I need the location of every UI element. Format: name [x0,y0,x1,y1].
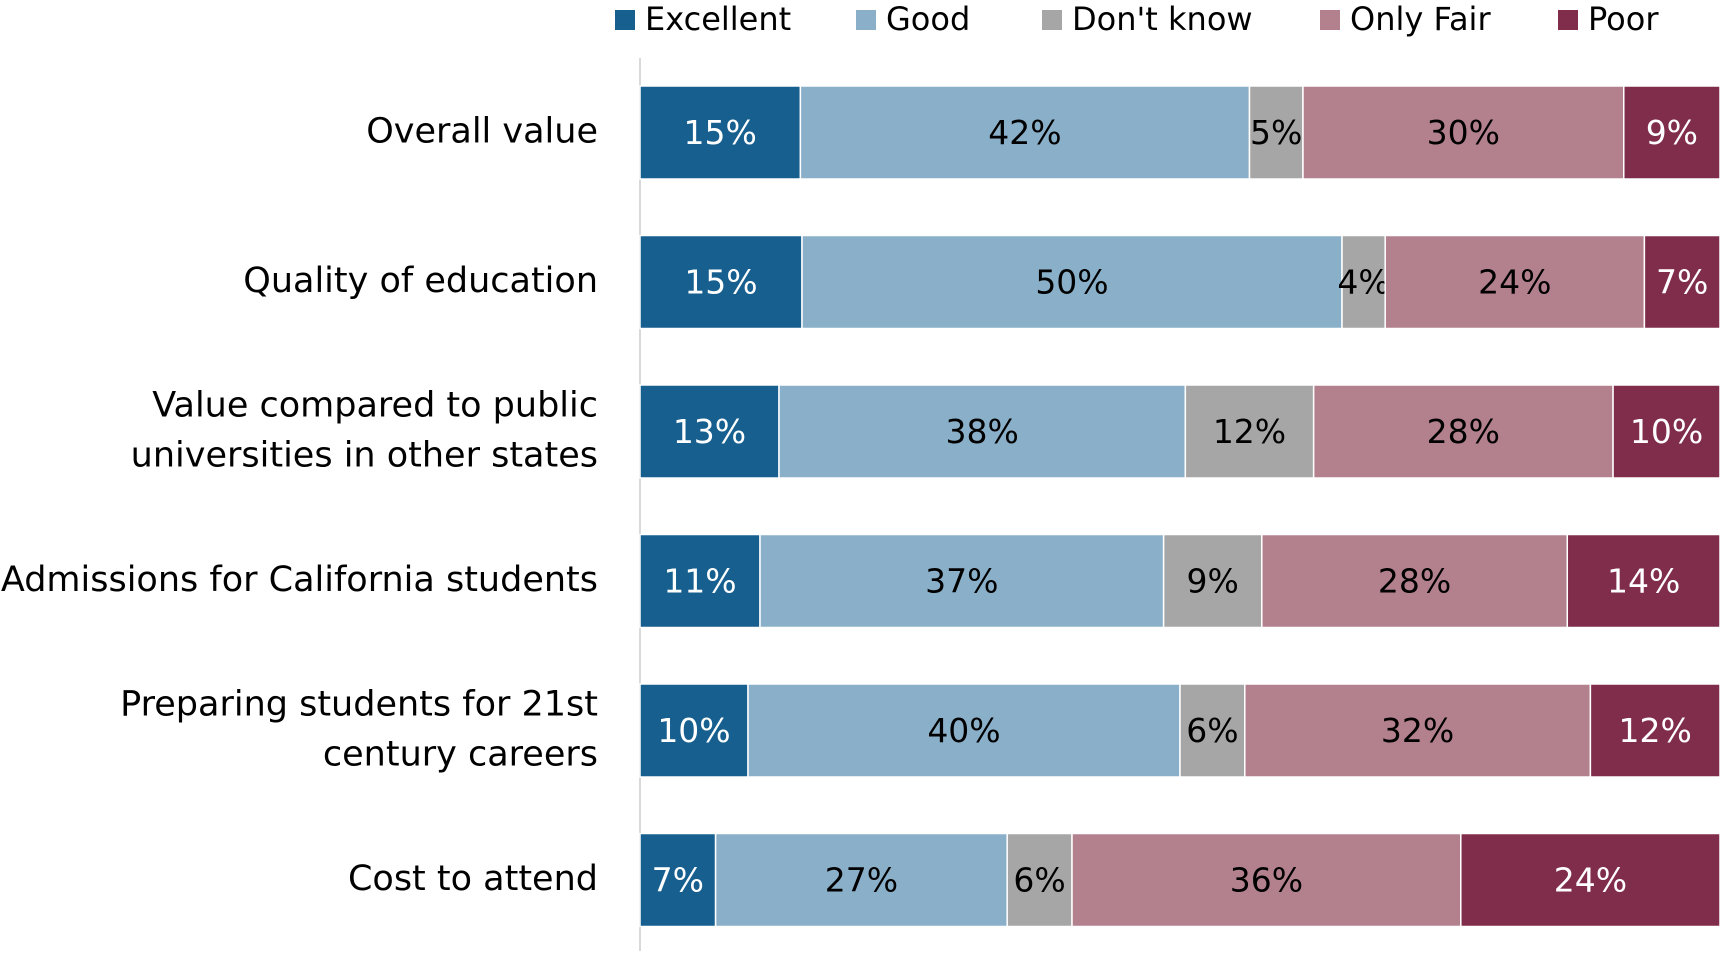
value-label: 32% [1381,711,1454,750]
value-label: 10% [657,711,730,750]
bar-segment [1312,384,1614,479]
value-label: 6% [1013,861,1065,900]
bar-segment [639,533,761,629]
bar-segment [714,832,1008,928]
value-label: 50% [1035,263,1108,302]
value-label: 4% [1337,263,1389,302]
value-label: 11% [663,562,736,601]
bar-segment [1589,683,1721,778]
value-label: 9% [1187,562,1239,601]
value-label: 5% [1250,113,1302,152]
bar-segment [1248,85,1304,180]
value-label: 9% [1646,113,1698,152]
value-label: 7% [1656,263,1708,302]
bar-segment [639,384,780,479]
value-label: 40% [927,711,1000,750]
bar-segment [1384,234,1646,330]
category-label: Quality of education [243,261,598,301]
bar-segment [1643,234,1721,330]
value-label: 7% [652,861,704,900]
bar-segment [1006,832,1073,928]
value-label: 38% [945,412,1018,451]
category-label: universities in other states [131,436,598,476]
value-label: 37% [925,562,998,601]
value-label: 30% [1427,113,1500,152]
legend-swatch [856,10,876,30]
value-label: 12% [1213,412,1286,451]
legend-label: Poor [1588,0,1659,38]
bar-segment [1244,683,1592,778]
bar-segment [1071,832,1462,928]
bar-segment [1566,533,1721,629]
category-label: Cost to attend [348,859,598,899]
legend-swatch [1042,10,1062,30]
bar-segment [1162,533,1263,629]
legend-swatch [615,10,635,30]
category-label: Value compared to public [152,386,598,426]
value-label: 27% [825,861,898,900]
value-label: 10% [1630,412,1703,451]
value-label: 14% [1607,562,1680,601]
bar-segment [639,85,802,180]
legend-label: Don't know [1072,0,1253,38]
bar-segment [639,683,749,778]
bar-segment [1623,85,1721,180]
category-label: Overall value [366,112,598,152]
bar-segment [639,234,803,330]
value-label: 24% [1478,263,1551,302]
bar-segment [759,533,1165,629]
bar-segment [1261,533,1569,629]
legend-label: Excellent [645,0,791,38]
category-label: Preparing students for 21st [120,685,598,725]
bar-segment [799,85,1251,180]
bar-segment [1184,384,1315,479]
value-label: 13% [673,412,746,451]
legend-swatch [1320,10,1340,30]
value-label: 12% [1619,711,1692,750]
category-label: century careers [323,735,598,775]
bar-segment [1179,683,1246,778]
bar-segment [1612,384,1721,479]
value-label: 42% [988,113,1061,152]
legend-label: Good [886,0,970,38]
value-label: 6% [1186,711,1238,750]
value-label: 15% [684,263,757,302]
bar-segment [778,384,1187,479]
value-label: 28% [1378,562,1451,601]
value-label: 24% [1554,861,1627,900]
bar-segment [1460,832,1721,928]
value-label: 36% [1230,861,1303,900]
bar-segment [639,832,717,928]
category-label: Admissions for California students [1,560,598,600]
value-label: 28% [1427,412,1500,451]
bar-segment [747,683,1181,778]
legend-label: Only Fair [1350,0,1491,38]
value-label: 15% [684,113,757,152]
legend-swatch [1558,10,1578,30]
